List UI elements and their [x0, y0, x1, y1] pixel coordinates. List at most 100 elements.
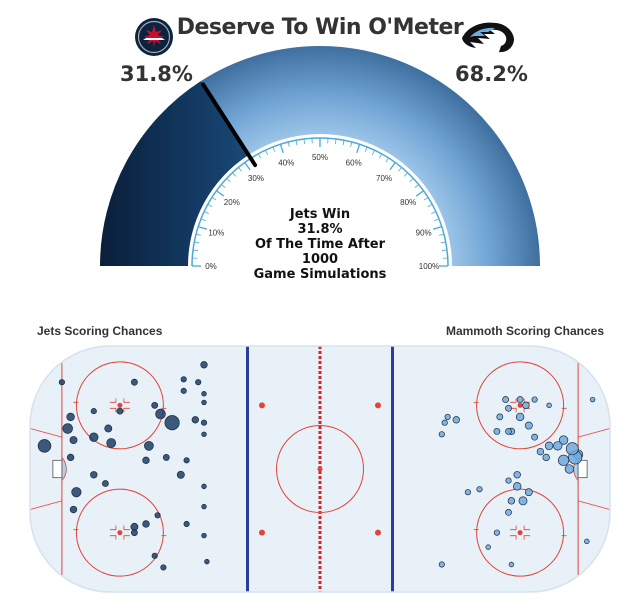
faceoff-hashmark	[109, 535, 117, 540]
gauge-tick-label: 90%	[416, 228, 432, 237]
jets-scoring-chances-title: Jets Scoring Chances	[37, 324, 163, 338]
gauge-tick-label: 60%	[346, 158, 362, 167]
center-faceoff-dot	[317, 466, 323, 472]
mammoth-shot	[546, 402, 552, 409]
jets-shot	[201, 503, 207, 510]
jets-shot	[191, 416, 199, 424]
mammoth-shot	[531, 433, 538, 441]
mammoth-shot	[565, 442, 579, 456]
mammoth-shot	[557, 454, 570, 466]
mammoth-shot	[513, 482, 522, 491]
jets-shot	[200, 419, 208, 426]
faceoff-hashmark	[123, 525, 130, 531]
faceoff-hashmark	[123, 398, 130, 403]
jets-shot	[71, 487, 82, 498]
mammoth-shot	[564, 464, 575, 474]
gauge-tick	[356, 144, 361, 154]
zone-faceoff-dot	[117, 530, 123, 536]
jets-logo-icon	[135, 18, 173, 56]
jets-shot	[204, 558, 210, 565]
zone-faceoff-dot	[517, 530, 523, 536]
gauge-tick	[204, 211, 209, 214]
jets-shot	[151, 552, 158, 559]
mammoth-shot	[515, 412, 525, 422]
jets-shot	[104, 424, 113, 433]
faceoff-hashmark	[123, 407, 130, 413]
mammoth-shot	[496, 413, 504, 421]
mammoth-scoring-chances-title: Mammoth Scoring Chances	[445, 324, 604, 338]
mammoth-shot	[544, 441, 554, 451]
jets-shot	[116, 407, 124, 415]
center-text-line-4: 1000	[301, 252, 339, 267]
trapezoid-left	[30, 428, 63, 510]
gauge-chart: 0% 10% 20% 30% 40% 50% 60% 70% 80% 90% 100%	[100, 46, 541, 271]
jets-shot	[201, 532, 207, 539]
gauge-needle	[201, 82, 258, 168]
gauge-tick	[211, 197, 217, 201]
gauge-tick	[207, 203, 213, 208]
gauge-tick	[221, 184, 226, 188]
gauge-tick	[287, 141, 290, 147]
jets-shot	[200, 361, 208, 369]
faceoff-hashmark	[123, 535, 130, 540]
faceoff-hashmark	[109, 407, 117, 413]
mammoth-shot	[508, 561, 515, 568]
gauge-tick-label: 0%	[205, 262, 217, 271]
gauge-tick-label: 50%	[312, 153, 328, 162]
neutral-zone-dot	[375, 529, 381, 536]
mammoth-shot	[505, 477, 512, 484]
mammoth-shot	[493, 529, 500, 536]
jets-shot	[90, 408, 97, 415]
gauge-tick	[198, 225, 208, 230]
mammoth-shot	[522, 401, 530, 410]
jets-shot	[155, 408, 166, 420]
jets-shot	[62, 423, 73, 434]
jets-shot	[131, 378, 138, 386]
mammoth-shot	[464, 489, 471, 496]
mammoth-shot	[542, 453, 550, 462]
jets-shot	[176, 470, 185, 479]
gauge-tick	[342, 140, 345, 146]
gauge-tick	[272, 146, 276, 152]
mammoth-shot	[476, 486, 483, 493]
jets-shot	[66, 453, 75, 462]
gauge-tick	[427, 203, 433, 208]
gauge-tick	[414, 184, 419, 188]
gauge-tick	[441, 249, 448, 251]
mammoth-shot	[518, 496, 528, 506]
jets-shot	[102, 480, 109, 487]
jets-shot	[183, 520, 190, 528]
jets-shot	[201, 483, 207, 490]
mammoth-shot	[438, 561, 445, 568]
neutral-zone-dot	[259, 402, 265, 409]
neutral-zone-dot	[375, 402, 381, 409]
jets-shot	[183, 457, 190, 464]
mammoth-shot	[441, 419, 448, 426]
jets-shot	[66, 412, 75, 422]
mammoth-shot	[531, 396, 538, 403]
faceoff-hashmark	[510, 535, 517, 540]
gauge-tick	[378, 153, 383, 159]
zone-faceoff-circle	[75, 361, 164, 450]
faceoff-hashmark	[510, 407, 517, 413]
gauge-tick-label: 70%	[376, 174, 392, 183]
jets-shot	[162, 454, 170, 461]
mammoth-shot	[513, 471, 521, 479]
jets-shot	[90, 471, 98, 479]
mammoth-shot	[493, 427, 501, 435]
trapezoid-right	[577, 428, 610, 510]
page-title: Deserve To Win O'Meter	[176, 15, 464, 40]
gauge-tick-label: 40%	[278, 158, 294, 167]
gauge-tick	[195, 233, 201, 236]
mammoth-win-percentage: 68.2%	[455, 62, 528, 86]
jets-shot	[131, 529, 138, 537]
gauge-center-text: Jets Win 31.8% Of The Time After 1000 Ga…	[220, 207, 420, 282]
mammoth-shot	[505, 509, 512, 516]
gauge-tick	[244, 162, 251, 171]
mammoth-shot	[452, 416, 460, 424]
rink-boards	[29, 345, 611, 593]
gauge-tick	[364, 146, 368, 152]
mammoth-shot	[584, 538, 590, 545]
mammoth-shot	[505, 427, 512, 435]
